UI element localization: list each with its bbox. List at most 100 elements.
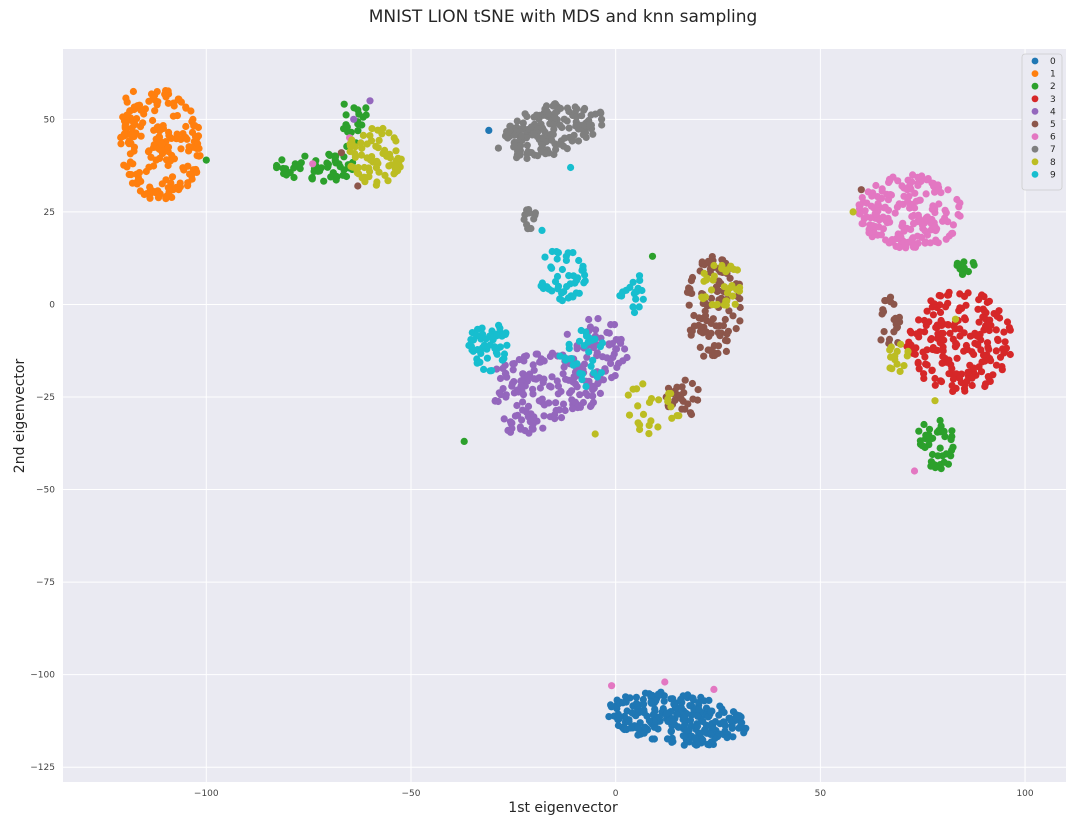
point-7: [510, 143, 518, 151]
point-6: [910, 243, 918, 251]
point-9: [585, 348, 593, 356]
point-3: [923, 346, 931, 354]
point-4: [518, 416, 526, 424]
point-4: [612, 336, 620, 344]
point-1: [127, 139, 135, 147]
point-5: [709, 315, 717, 323]
point-8: [381, 171, 389, 179]
point-6: [912, 197, 920, 205]
point-7: [556, 121, 564, 129]
point-1: [182, 104, 190, 112]
data-points: [117, 87, 1014, 749]
point-1: [120, 130, 128, 138]
point-5: [717, 329, 725, 337]
point-8: [349, 163, 357, 171]
point-4: [536, 384, 545, 392]
point-4: [583, 353, 591, 361]
y-tick-label: −25: [36, 393, 55, 403]
point-5: [697, 323, 705, 331]
point-8: [385, 162, 393, 170]
point-0: [650, 735, 659, 743]
point-9: [638, 286, 646, 295]
point-9: [565, 272, 573, 280]
point-2: [340, 166, 348, 174]
point-6: [882, 236, 890, 244]
point-8: [903, 352, 911, 360]
point-6: [911, 204, 919, 212]
point-5: [703, 317, 711, 325]
y-tick-label: 50: [44, 115, 56, 125]
point-6: [918, 221, 927, 229]
point-1: [183, 135, 191, 143]
point-4: [535, 374, 543, 382]
point-9: [629, 278, 637, 286]
point-1: [185, 147, 193, 155]
legend-label-0: 0: [1050, 57, 1056, 67]
point-0: [693, 722, 702, 730]
point-7: [538, 124, 546, 132]
point-8: [645, 430, 653, 438]
point-6: [914, 181, 922, 189]
point-3: [980, 307, 989, 315]
x-tick-label: −100: [194, 789, 219, 799]
point-1: [191, 132, 200, 141]
point-4: [559, 400, 568, 408]
series-8: [346, 124, 960, 438]
legend: 0 1 2 3 4 5 6 7 8 9: [1021, 53, 1063, 191]
point-7: [560, 115, 568, 123]
point-4: [554, 390, 562, 398]
point-4: [603, 354, 611, 362]
point-4: [529, 416, 537, 424]
point-3: [982, 380, 990, 388]
point-8: [700, 277, 708, 285]
point-6: [888, 236, 896, 244]
point-7: [525, 209, 533, 217]
series-3: [903, 288, 1014, 395]
point-9: [630, 308, 639, 317]
point-8: [668, 414, 676, 422]
point-6: [895, 200, 903, 208]
point-9: [582, 382, 590, 391]
point-4: [562, 375, 570, 383]
point-1: [140, 110, 148, 118]
point-0: [673, 711, 681, 719]
point-9: [548, 264, 556, 272]
point-9: [635, 303, 643, 311]
point-0: [660, 697, 668, 705]
x-tick-label: 100: [1016, 789, 1033, 799]
point-1: [123, 163, 131, 171]
point-6: [869, 222, 877, 230]
point-0: [614, 721, 623, 730]
point-1: [166, 157, 174, 165]
point-9: [554, 282, 563, 290]
point-2: [929, 434, 937, 442]
point-5: [724, 327, 733, 335]
point-3: [966, 332, 975, 340]
point-5: [688, 289, 696, 297]
point-3: [931, 346, 939, 354]
point-0: [720, 718, 728, 726]
point-3: [989, 371, 997, 379]
point-8: [664, 397, 672, 406]
point-8: [667, 403, 675, 411]
point-0: [607, 703, 616, 711]
point-1: [133, 115, 141, 123]
point-1: [144, 148, 153, 156]
point-2: [922, 431, 930, 439]
point-7: [569, 133, 577, 141]
point-4: [540, 412, 548, 420]
chart-title: MNIST LION tSNE with MDS and knn samplin…: [369, 7, 758, 27]
point-9: [597, 369, 606, 377]
point-2: [202, 156, 210, 164]
point-6: [885, 175, 894, 183]
series-0: [485, 126, 750, 749]
legend-label-6: 6: [1050, 133, 1056, 143]
point-2: [925, 425, 934, 433]
point-6: [932, 238, 940, 246]
point-4: [500, 415, 508, 423]
point-3: [915, 365, 923, 373]
legend-marker-6: [1031, 133, 1039, 141]
point-8: [386, 154, 394, 162]
point-6: [910, 220, 918, 228]
point-8: [639, 410, 648, 418]
